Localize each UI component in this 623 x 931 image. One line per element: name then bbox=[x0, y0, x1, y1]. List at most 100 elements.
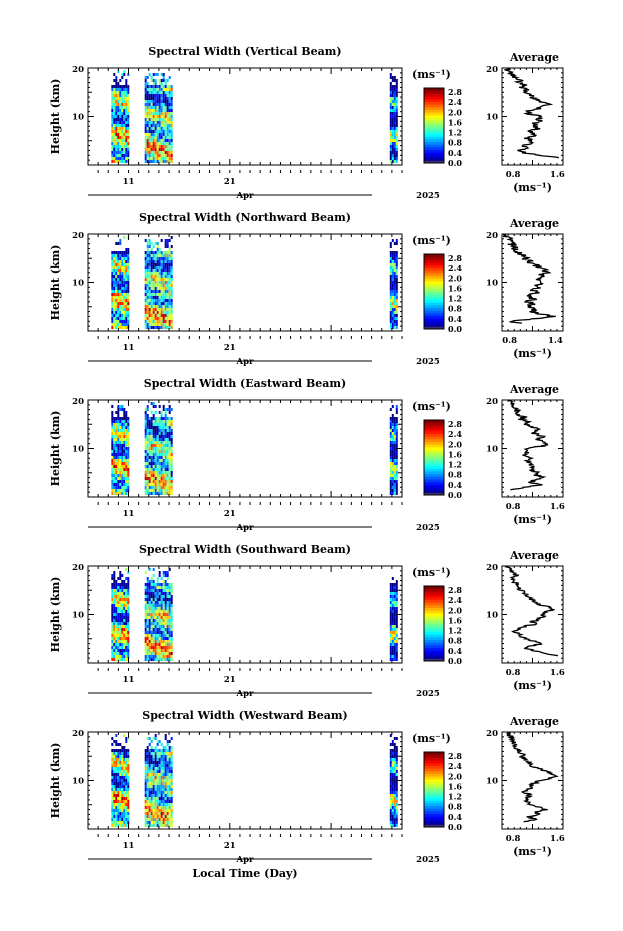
heatmap-cell bbox=[389, 465, 392, 468]
heatmap-cell bbox=[160, 637, 163, 640]
heatmap-cell bbox=[148, 94, 151, 97]
heatmap-cell bbox=[146, 290, 149, 293]
heatmap-cell bbox=[156, 761, 159, 764]
heatmap-cell bbox=[144, 797, 147, 800]
heatmap-cell bbox=[395, 157, 398, 160]
heatmap-cell bbox=[117, 160, 120, 163]
heatmap-cell bbox=[150, 652, 153, 655]
heatmap-cell bbox=[166, 821, 169, 824]
heatmap-cell bbox=[154, 462, 157, 465]
heatmap-cell bbox=[170, 764, 173, 767]
heatmap-cell bbox=[162, 613, 165, 616]
heatmap-cell bbox=[117, 405, 120, 408]
heatmap-cell bbox=[154, 770, 157, 773]
heatmap-cell bbox=[144, 85, 147, 88]
heatmap-cell bbox=[162, 429, 165, 432]
heatmap-cell bbox=[127, 794, 130, 797]
heatmap-cell bbox=[125, 803, 128, 806]
heatmap-cell bbox=[127, 480, 130, 483]
heatmap-cell bbox=[119, 408, 122, 411]
heatmap-cell bbox=[391, 646, 394, 649]
heatmap-cell bbox=[148, 154, 151, 157]
heatmap-cell bbox=[111, 637, 114, 640]
heatmap-cell bbox=[111, 100, 114, 103]
heatmap-cell bbox=[111, 794, 114, 797]
heatmap-cell bbox=[168, 764, 171, 767]
heatmap-cell bbox=[144, 812, 147, 815]
heatmap-cell bbox=[121, 746, 124, 749]
heatmap-cell bbox=[119, 791, 122, 794]
heatmap-cell bbox=[121, 619, 124, 622]
heatmap-cell bbox=[152, 320, 155, 323]
heatmap-cell bbox=[156, 130, 159, 133]
heatmap-cell bbox=[166, 130, 169, 133]
heatmap-cell bbox=[154, 453, 157, 456]
heatmap-cell bbox=[113, 764, 116, 767]
heatmap-cell bbox=[395, 450, 398, 453]
heatmap-cell bbox=[148, 112, 151, 115]
heatmap-cell bbox=[144, 269, 147, 272]
heatmap-cell bbox=[391, 100, 394, 103]
heatmap-cell bbox=[125, 293, 128, 296]
heatmap-cell bbox=[127, 444, 130, 447]
heatmap-cell bbox=[158, 103, 161, 106]
heatmap-cell bbox=[158, 779, 161, 782]
average-title: Average bbox=[509, 383, 559, 396]
heatmap-cell bbox=[144, 272, 147, 275]
heatmap-cell bbox=[148, 254, 151, 257]
avg-y-tick-label: 10 bbox=[486, 445, 498, 455]
heatmap-cell bbox=[119, 299, 122, 302]
heatmap-cell bbox=[150, 139, 153, 142]
heatmap-cell bbox=[156, 139, 159, 142]
heatmap-cell bbox=[117, 115, 120, 118]
colorbar-swatch bbox=[424, 264, 444, 268]
heatmap-cell bbox=[125, 118, 128, 121]
heatmap-cell bbox=[391, 471, 394, 474]
heatmap-cell bbox=[395, 435, 398, 438]
heatmap-cell bbox=[144, 462, 147, 465]
heatmap-cell bbox=[115, 420, 118, 423]
heatmap-cell bbox=[158, 752, 161, 755]
heatmap-cell bbox=[152, 776, 155, 779]
heatmap-cell bbox=[389, 604, 392, 607]
heatmap-cell bbox=[166, 619, 169, 622]
heatmap-cell bbox=[156, 248, 159, 251]
heatmap-cell bbox=[164, 160, 167, 163]
heatmap-cell bbox=[150, 471, 153, 474]
heatmap-cell bbox=[146, 103, 149, 106]
heatmap-cell bbox=[391, 133, 394, 136]
colorbar-swatch bbox=[424, 470, 444, 475]
heatmap-cell bbox=[160, 643, 163, 646]
heatmap-cell bbox=[117, 251, 120, 254]
heatmap-cell bbox=[119, 758, 122, 761]
heatmap-cell bbox=[158, 824, 161, 827]
heatmap-cell bbox=[156, 785, 159, 788]
heatmap-cell bbox=[170, 305, 173, 308]
heatmap-cell bbox=[144, 450, 147, 453]
heatmap-cell bbox=[123, 423, 126, 426]
heatmap-cell bbox=[389, 613, 392, 616]
heatmap-cell bbox=[391, 326, 394, 329]
heatmap-cell bbox=[389, 818, 392, 821]
heatmap-cell bbox=[154, 791, 157, 794]
heatmap-cell bbox=[156, 794, 159, 797]
heatmap-cell bbox=[119, 453, 122, 456]
heatmap-cell bbox=[115, 284, 118, 287]
heatmap-cell bbox=[154, 148, 157, 151]
heatmap-cell bbox=[127, 631, 130, 634]
heatmap-cell bbox=[391, 139, 394, 142]
heatmap-cell bbox=[162, 287, 165, 290]
heatmap-cell bbox=[152, 299, 155, 302]
heatmap-cell bbox=[164, 239, 167, 242]
heatmap-cell bbox=[113, 740, 116, 743]
heatmap-cell bbox=[148, 643, 151, 646]
heatmap-cell bbox=[166, 284, 169, 287]
heatmap-cell bbox=[123, 160, 126, 163]
heatmap-cell bbox=[154, 634, 157, 637]
heatmap-cell bbox=[389, 103, 392, 106]
heatmap-cell bbox=[160, 483, 163, 486]
heatmap-cell bbox=[168, 251, 171, 254]
heatmap-cell bbox=[391, 94, 394, 97]
heatmap-cell bbox=[156, 260, 159, 263]
heatmap-cell bbox=[144, 239, 147, 242]
